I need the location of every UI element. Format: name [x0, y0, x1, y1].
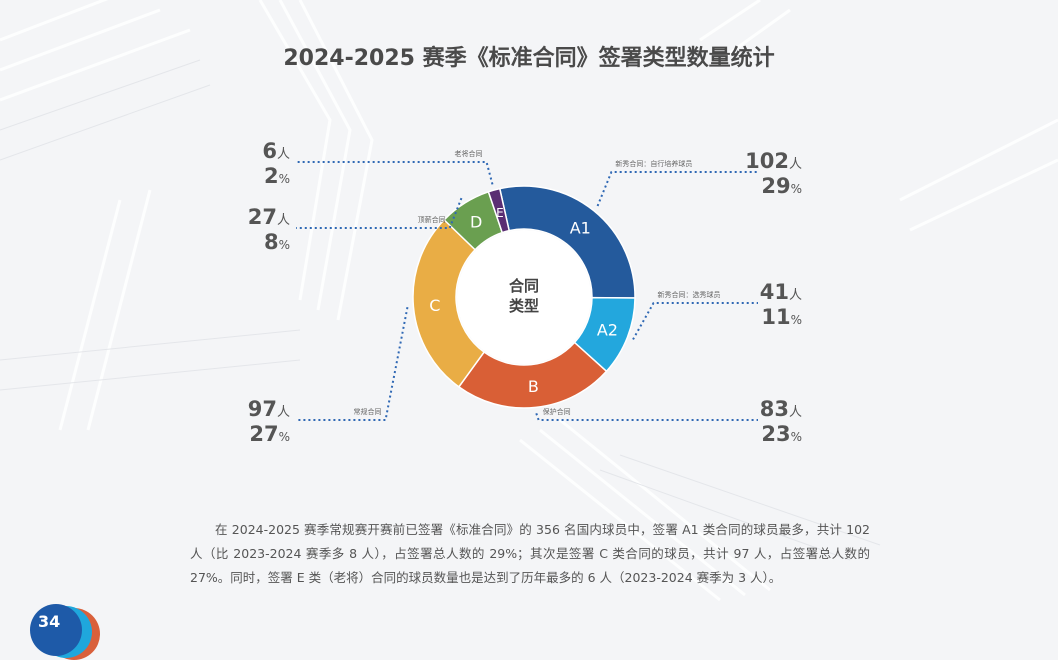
page-number-badge: 34	[30, 604, 100, 660]
count-value-b: 83人	[760, 397, 802, 421]
chart-title: 2024-2025 赛季《标准合同》签署类型数量统计	[283, 46, 775, 71]
percent-value-e: 2%	[264, 164, 290, 188]
leader-line-a1	[596, 171, 758, 207]
percent-value-c: 27%	[249, 422, 290, 446]
slice-e	[487, 187, 511, 234]
center-label-line: 类型	[509, 297, 539, 315]
slice-label-a2: A2	[597, 320, 618, 339]
slice-a1	[498, 185, 636, 299]
count-value-d: 27人	[248, 205, 290, 229]
description-paragraph: 在 2024-2025 赛季常规赛开赛前已签署《标准合同》的 356 名国内球员…	[190, 522, 870, 585]
category-name-b: 保护合同	[543, 407, 571, 416]
count-value-a2: 41人	[760, 280, 802, 304]
slice-c	[412, 218, 486, 388]
percent-value-d: 8%	[264, 230, 290, 254]
category-name-c: 常规合同	[354, 407, 382, 416]
slice-label-b: B	[528, 377, 539, 396]
background-decoration	[0, 59, 881, 561]
count-value-e: 6人	[262, 139, 290, 163]
percent-value-a2: 11%	[761, 305, 802, 329]
category-name-e: 老将合同	[455, 149, 483, 158]
page-number: 34	[38, 612, 61, 631]
leader-line-e	[296, 161, 494, 185]
leader-line-d	[296, 197, 463, 229]
percent-value-b: 23%	[761, 422, 802, 446]
slice-label-c: C	[429, 296, 440, 315]
count-value-a1: 102人	[745, 149, 802, 173]
leader-line-c	[296, 307, 409, 421]
count-value-c: 97人	[248, 397, 290, 421]
category-name-a2: 新秀合同：选秀球员	[658, 290, 721, 299]
category-name-d: 顶薪合同	[418, 215, 446, 224]
center-label-line: 合同	[508, 277, 539, 295]
slice-label-e: E	[496, 206, 504, 220]
slice-label-d: D	[470, 212, 482, 231]
percent-value-a1: 29%	[761, 174, 802, 198]
slice-label-a1: A1	[570, 218, 591, 237]
category-name-a1: 新秀合同：自行培养球员	[615, 159, 692, 168]
leader-line-a2	[632, 302, 758, 340]
donut-center	[457, 230, 591, 364]
